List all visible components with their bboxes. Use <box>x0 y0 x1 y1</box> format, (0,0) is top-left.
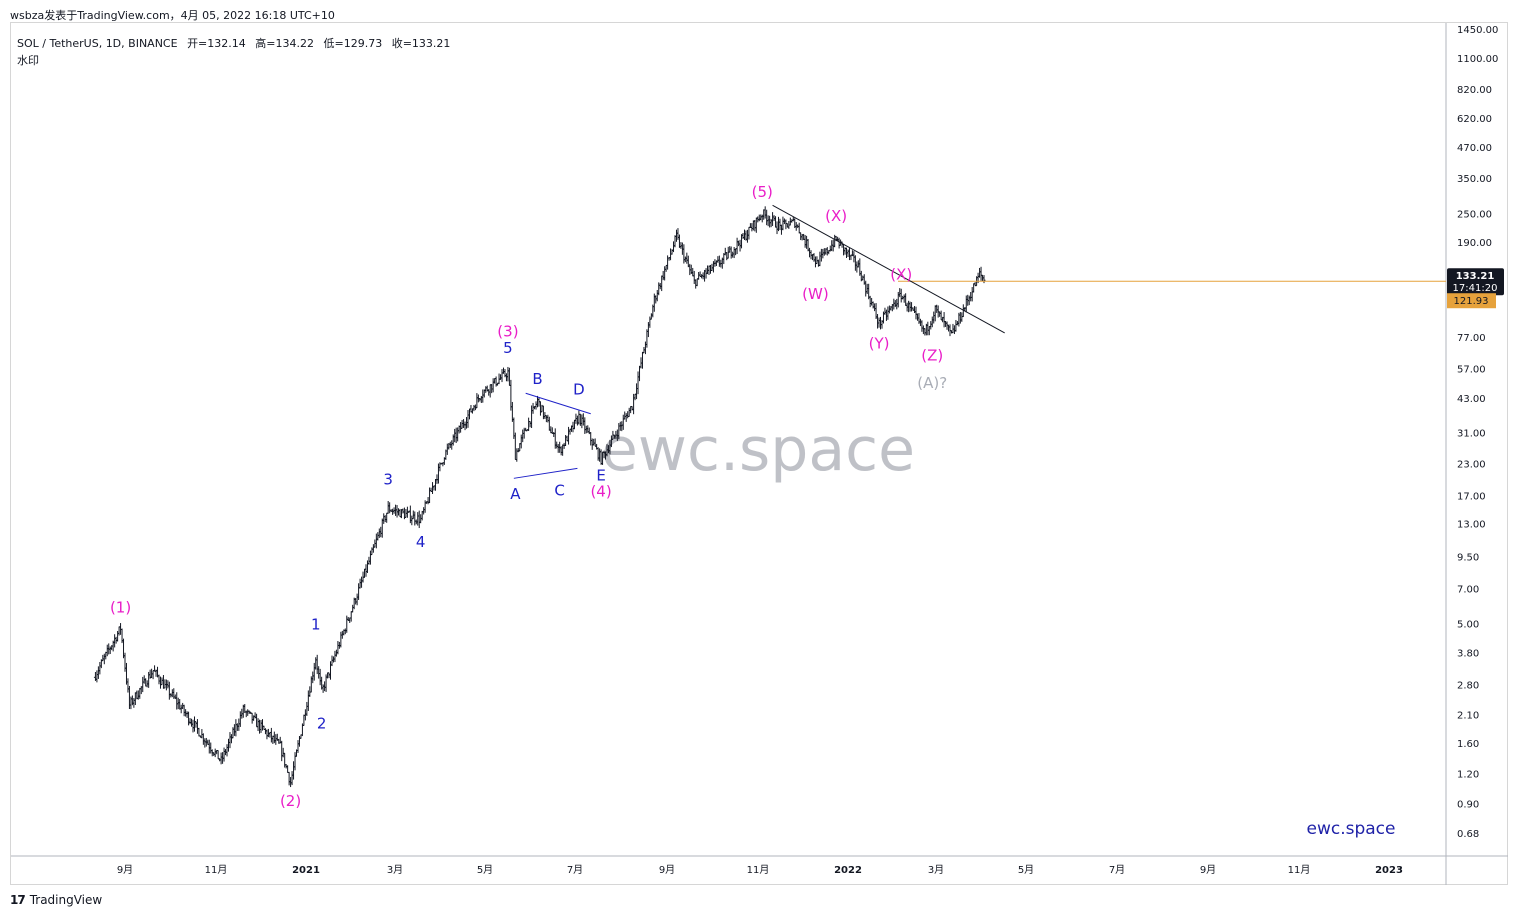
ohlc-open: 开=132.14 <box>187 37 246 50</box>
x-tick-label: 5月 <box>477 864 493 876</box>
y-tick-label: 0.90 <box>1457 800 1479 811</box>
wave-label: B <box>532 370 542 388</box>
wave-label: (W) <box>802 285 829 303</box>
wave-label: (X) <box>890 265 912 283</box>
ohlc-high: 高=134.22 <box>255 37 314 50</box>
x-tick-label: 3月 <box>928 864 944 876</box>
y-tick-label: 2.10 <box>1457 711 1479 722</box>
x-tick-label: 7月 <box>567 864 583 876</box>
y-tick-label: 470.00 <box>1457 143 1492 154</box>
ohlc-bar <box>982 275 986 284</box>
x-tick-label: 2022 <box>834 865 862 876</box>
y-tick-label: 190.00 <box>1457 238 1492 249</box>
y-tick-label: 13.00 <box>1457 520 1486 531</box>
y-tick-label: 31.00 <box>1457 428 1486 439</box>
wave-label: 3 <box>383 470 393 488</box>
wave-label: 4 <box>416 533 426 551</box>
y-tick-label: 17.00 <box>1457 491 1486 502</box>
y-tick-label: 820.00 <box>1457 85 1492 96</box>
triangle-upper-line <box>525 392 591 415</box>
wave-label: E <box>596 467 605 485</box>
ohlc-close: 收=133.21 <box>391 37 451 50</box>
wave-label: 5 <box>503 339 513 357</box>
y-tick-label: 0.68 <box>1457 829 1479 840</box>
chart-frame <box>10 22 1508 885</box>
wave-label: (1) <box>110 598 131 616</box>
x-tick-label: 9月 <box>117 864 133 876</box>
wave-label: (A)? <box>917 374 947 392</box>
ohlc-bar <box>286 765 290 773</box>
x-tick-label: 9月 <box>1200 864 1216 876</box>
chart-axes: 9月 11月 2021 3月 5月 7月 9月 11月 2022 3月 5月 7月 9月 11月 2023 <box>11 23 1508 885</box>
x-tick-label: 11月 <box>1288 864 1311 876</box>
y-tick-label: 5.00 <box>1457 620 1479 631</box>
x-tick-label: 3月 <box>387 864 403 876</box>
x-tick-label: 9月 <box>659 864 675 876</box>
watermark-layer: ewc.space ewc.space <box>601 415 1396 839</box>
wave-label: D <box>573 381 585 399</box>
x-tick-label: 11月 <box>747 864 770 876</box>
wave-label: C <box>554 481 564 499</box>
indicator-label[interactable]: 水印 <box>17 54 39 67</box>
wave-label: (X) <box>825 207 847 225</box>
x-tick-label: 5月 <box>1018 864 1034 876</box>
wave-label: 2 <box>317 714 327 732</box>
x-tick-label: 2021 <box>292 865 320 876</box>
tradingview-footer[interactable]: 17 TradingView <box>10 893 102 907</box>
y-tick-label: 1100.00 <box>1457 54 1498 65</box>
wave-label: (Y) <box>869 335 890 353</box>
y-tick-label: 1450.00 <box>1457 25 1498 36</box>
publish-caption: wsbza发表于TradingView.com，4月 05, 2022 16:1… <box>10 9 335 22</box>
tradingview-logo-icon: 17 <box>10 893 26 907</box>
y-tick-label: 9.50 <box>1457 552 1479 563</box>
ohlc-low: 低=129.73 <box>323 37 383 50</box>
watermark-text: ewc.space <box>601 415 915 485</box>
wave-label: A <box>510 485 521 503</box>
level-price-value: 121.93 <box>1454 296 1489 307</box>
wave-label: 1 <box>311 616 321 634</box>
symbol-info: SOL / TetherUS, 1D, BINANCE 开=132.14 高=1… <box>17 35 456 51</box>
y-tick-label: 3.80 <box>1457 649 1479 660</box>
x-tick-label: 7月 <box>1109 864 1125 876</box>
y-tick-label: 23.00 <box>1457 460 1486 471</box>
wave-label: (Z) <box>921 347 943 365</box>
x-tick-label: 2023 <box>1375 865 1403 876</box>
wave-label: (4) <box>590 483 611 501</box>
wave-label: (5) <box>752 183 773 201</box>
tradingview-brand: TradingView <box>29 893 103 907</box>
y-tick-label: 620.00 <box>1457 114 1492 125</box>
y-tick-label: 2.80 <box>1457 681 1479 692</box>
last-price-value: 133.21 <box>1456 271 1495 282</box>
watermark-brand: ewc.space <box>1307 819 1396 839</box>
x-tick-label: 11月 <box>205 864 228 876</box>
price-axis-layer: 1450.00 1100.00 820.00 620.00 470.00 350.00 25… <box>1447 25 1504 840</box>
drawings-layer <box>513 204 1446 479</box>
triangle-lower-line <box>513 467 578 479</box>
y-tick-label: 1.60 <box>1457 739 1479 750</box>
y-tick-label: 43.00 <box>1457 394 1486 405</box>
descending-trendline <box>772 204 1005 334</box>
y-tick-label: 57.00 <box>1457 364 1486 375</box>
wave-labels-layer: (1) (2) (3) (4) (5) (W) (X) (Y) (X) (Z) (A)? 1 2 3 4 5 A… <box>110 183 947 810</box>
y-tick-label: 77.00 <box>1457 333 1486 344</box>
y-tick-label: 7.00 <box>1457 584 1479 595</box>
candles-layer <box>93 206 986 788</box>
level-price-badge <box>1447 293 1496 309</box>
wave-label: (2) <box>280 792 301 810</box>
bar-countdown: 17:41:20 <box>1453 283 1498 294</box>
wave-label: (3) <box>497 322 518 340</box>
y-tick-label: 350.00 <box>1457 174 1492 185</box>
symbol-title[interactable]: SOL / TetherUS, 1D, BINANCE <box>17 37 178 50</box>
last-price-badge <box>1447 268 1504 296</box>
y-tick-label: 250.00 <box>1457 209 1492 220</box>
y-tick-label: 1.20 <box>1457 769 1479 780</box>
